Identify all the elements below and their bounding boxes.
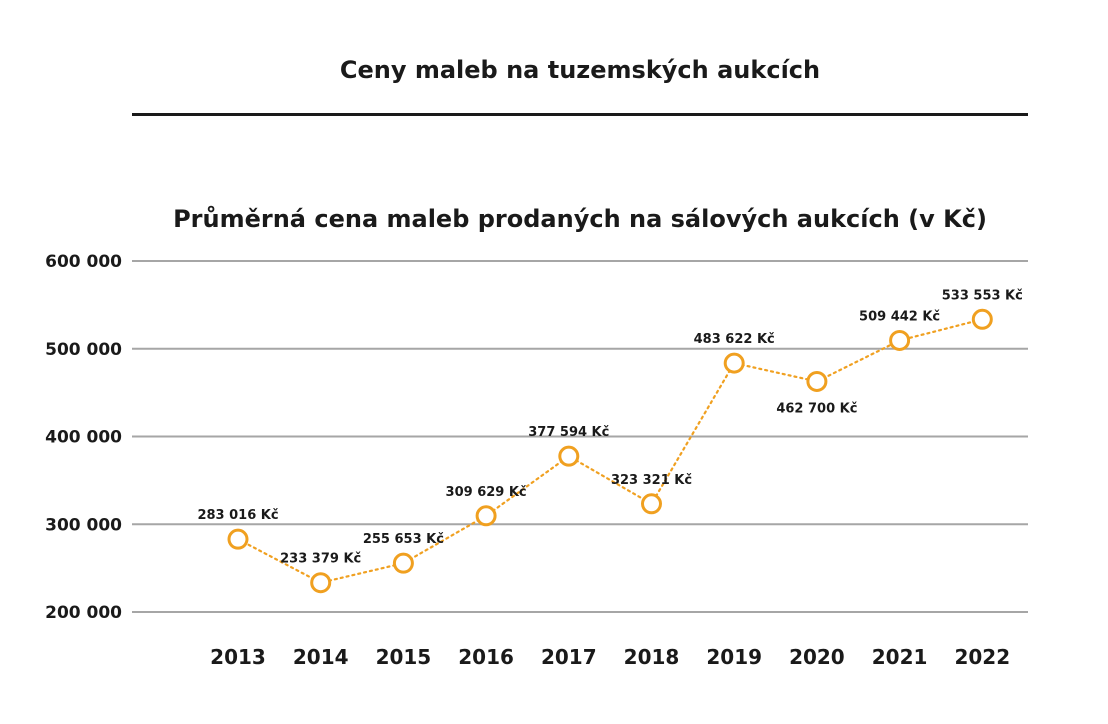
data-point [806, 370, 828, 392]
data-label: 377 594 Kč [528, 425, 609, 440]
data-label: 283 016 Kč [197, 508, 278, 523]
x-tick-label: 2020 [789, 645, 845, 669]
data-label: 483 622 Kč [694, 332, 775, 347]
chart-title: Průměrná cena maleb prodaných na sálovýc… [173, 205, 987, 233]
x-tick-label: 2013 [210, 645, 266, 669]
x-tick-label: 2015 [376, 645, 432, 669]
x-tick-label: 2017 [541, 645, 597, 669]
data-point [558, 445, 580, 467]
data-point [889, 329, 911, 351]
x-tick-label: 2022 [954, 645, 1010, 669]
title-divider [132, 113, 1028, 116]
x-tick-label: 2021 [872, 645, 928, 669]
x-tick-label: 2014 [293, 645, 349, 669]
data-points [227, 308, 993, 594]
y-tick-label: 300 000 [45, 515, 122, 535]
data-label: 309 629 Kč [446, 485, 527, 500]
data-label: 509 442 Kč [859, 309, 940, 324]
data-point [227, 528, 249, 550]
y-tick-label: 400 000 [45, 428, 122, 448]
x-tick-label: 2019 [706, 645, 762, 669]
data-label: 533 553 Kč [942, 288, 1023, 303]
series-line [236, 318, 984, 584]
y-tick-label: 500 000 [45, 340, 122, 360]
data-point [392, 552, 414, 574]
data-point [971, 308, 993, 330]
gridlines [132, 260, 1028, 613]
x-axis-tick-labels: 2013 2014 2015 2016 2017 2018 2019 2020 2021 2022 [210, 645, 1010, 669]
data-label: 255 653 Kč [363, 532, 444, 547]
data-point [723, 352, 745, 374]
data-label: 233 379 Kč [280, 552, 361, 567]
y-axis-tick-labels: 200 000 300 000 400 000 500 000 600 000 [45, 252, 122, 623]
data-label: 462 700 Kč [776, 401, 857, 416]
data-point [475, 505, 497, 527]
y-tick-label: 200 000 [45, 603, 122, 623]
data-point [641, 493, 662, 515]
data-point [310, 572, 332, 594]
data-label: 323 321 Kč [611, 473, 692, 488]
x-tick-label: 2016 [458, 645, 514, 669]
page-title: Ceny maleb na tuzemských aukcích [339, 56, 821, 84]
x-tick-label: 2018 [624, 645, 680, 669]
y-tick-label: 600 000 [45, 252, 122, 272]
